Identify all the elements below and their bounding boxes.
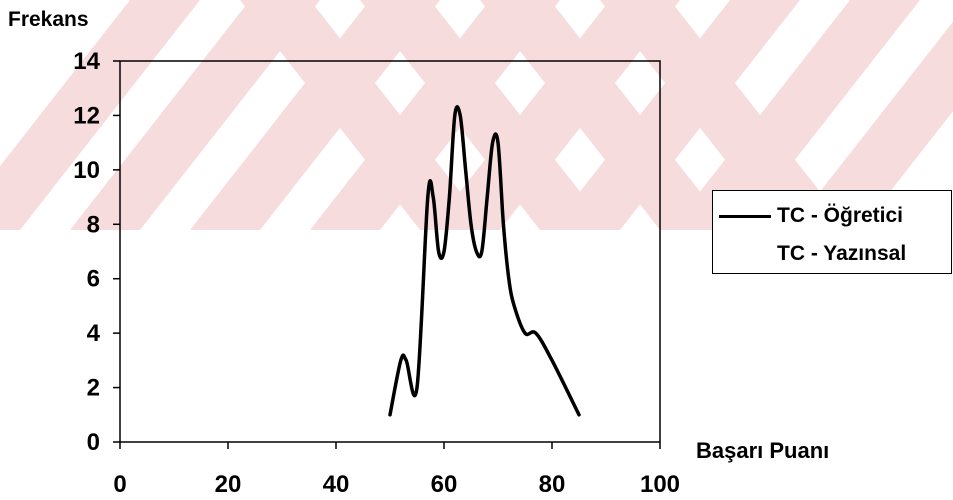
y-tick-label: 2	[87, 375, 100, 402]
y-tick-label: 12	[73, 102, 100, 129]
legend-label: TC - Yazınsal	[777, 242, 907, 265]
series-layer	[388, 105, 581, 417]
y-tick-label: 8	[87, 211, 100, 238]
y-tick-label: 6	[87, 266, 100, 293]
y-axis-title: Frekans	[8, 8, 89, 31]
legend-swatch-none	[719, 253, 771, 256]
legend-item-tc-ogretici: TC - Öğretici	[713, 201, 903, 231]
x-tick-label: 0	[113, 471, 126, 498]
legend-swatch-line	[719, 214, 771, 218]
legend-label: TC - Öğretici	[777, 204, 904, 227]
legend-item-tc-yazinsal: TC - Yazınsal	[713, 239, 906, 269]
y-tick-label: 10	[73, 157, 100, 184]
x-tick-label: 40	[323, 471, 350, 498]
axes: 0 2 4 6 8 10 12 14 0 20 40 60 80 100	[73, 48, 680, 498]
x-tick-label: 20	[215, 471, 242, 498]
y-tick-label: 4	[87, 320, 101, 347]
x-tick-label: 80	[539, 471, 566, 498]
x-tick-label: 60	[431, 471, 458, 498]
y-tick-label: 14	[73, 48, 100, 75]
legend: TC - Öğretici TC - Yazınsal	[712, 190, 952, 274]
y-tick-label: 0	[87, 429, 100, 456]
x-axis-title: Başarı Puanı	[696, 438, 830, 463]
series-line-0	[388, 105, 581, 417]
x-tick-label: 100	[640, 471, 680, 498]
plot-area-frame	[119, 60, 661, 443]
